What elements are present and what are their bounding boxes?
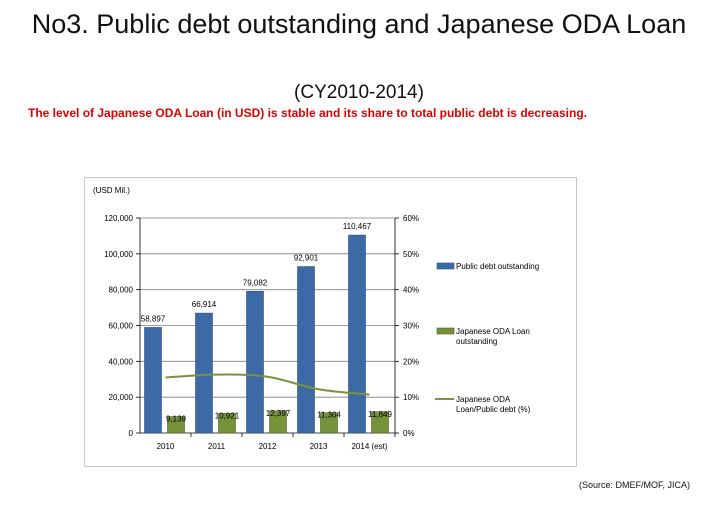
- y-right-tick-label: 60%: [403, 214, 419, 223]
- data-label-oda-loan: 10,921: [215, 411, 240, 420]
- legend-label-line: Loan/Public debt (%): [456, 405, 531, 414]
- axes: 0 20,000 40,000 60,000 80,000 100,000 120,000 0…: [104, 214, 419, 451]
- bars: [144, 234, 389, 434]
- y-right-tick-label: 0%: [403, 429, 415, 438]
- y-right-tick-label: 10%: [403, 393, 419, 402]
- bar-oda-loan: [218, 413, 236, 434]
- slide-subtitle: (CY2010-2014): [294, 82, 424, 103]
- data-label-oda-loan: 11,849: [368, 410, 392, 419]
- chart-svg: (USD Mil.) 0 20,000 40,000 60,000 80,000 100,…: [93, 186, 539, 451]
- data-label-public-debt: 58,897: [141, 314, 166, 323]
- legend-swatch-public-debt: [436, 262, 455, 270]
- x-tick-label: 2012: [259, 442, 277, 451]
- y-left-tick-label: 80,000: [109, 286, 134, 295]
- y-left-tick-label: 20,000: [109, 393, 134, 402]
- bar-public-debt: [195, 312, 213, 434]
- bar-public-debt: [348, 234, 366, 434]
- bar-public-debt: [144, 327, 162, 434]
- data-label-public-debt: 110,467: [343, 222, 372, 231]
- source-note: (Source: DMEF/MOF, JICA): [578, 480, 690, 490]
- y-left-tick-label: 40,000: [109, 357, 134, 366]
- data-label-public-debt: 79,082: [243, 278, 268, 287]
- y-right-tick-label: 50%: [403, 250, 419, 259]
- chart-container: (USD Mil.) 0 20,000 40,000 60,000 80,000 100,…: [84, 177, 577, 467]
- data-label-oda-loan: 11,304: [317, 411, 341, 420]
- legend-label-public-debt: Public debt outstanding: [456, 262, 539, 271]
- y-right-tick-label: 40%: [403, 286, 419, 295]
- bar-public-debt: [297, 266, 315, 434]
- data-label-oda-loan: 9,139: [166, 415, 187, 424]
- ratio-line: [165, 373, 370, 396]
- x-tick-label: 2014 (est): [351, 442, 387, 451]
- legend-label-line: outstanding: [456, 337, 497, 346]
- legend-swatch-oda-loan: [436, 327, 455, 335]
- y-left-tick-label: 0: [129, 429, 134, 438]
- data-label-public-debt: 92,901: [294, 254, 319, 263]
- bar-oda-loan: [269, 410, 287, 434]
- unit-label: (USD Mil.): [93, 186, 130, 195]
- ratio-line-path: [165, 373, 370, 396]
- legend-label-line: Japanese ODA Loan: [456, 327, 530, 336]
- data-label-oda-loan: 12,397: [266, 409, 291, 418]
- bar-oda-loan: [167, 416, 185, 434]
- legend-label-ratio: Japanese ODA Loan/Public debt (%): [456, 395, 531, 414]
- legend-label-oda-loan: Japanese ODA Loan outstanding: [456, 327, 530, 346]
- legend-label-line: Japanese ODA: [456, 395, 511, 404]
- data-labels: 58,897 9,139 66,914 10,921 79,082 12,397 92,90…: [141, 222, 393, 424]
- y-right-tick-label: 20%: [403, 357, 419, 366]
- x-tick-label: 2013: [310, 442, 328, 451]
- bar-oda-loan: [371, 411, 389, 434]
- x-tick-label: 2011: [208, 442, 226, 451]
- legend: Public debt outstanding Japanese ODA Loan…: [435, 262, 539, 414]
- y-left-tick-label: 100,000: [104, 250, 133, 259]
- slide-title: No3. Public debt outstanding and Japanes…: [31, 9, 687, 39]
- x-tick-label: 2010: [157, 442, 175, 451]
- y-right-tick-label: 30%: [403, 322, 419, 331]
- y-left-tick-label: 60,000: [109, 322, 134, 331]
- bar-public-debt: [246, 291, 264, 434]
- data-label-public-debt: 66,914: [192, 300, 217, 309]
- bar-oda-loan: [320, 412, 338, 434]
- y-left-tick-label: 120,000: [104, 214, 133, 223]
- headline-text: The level of Japanese ODA Loan (in USD) …: [28, 106, 588, 120]
